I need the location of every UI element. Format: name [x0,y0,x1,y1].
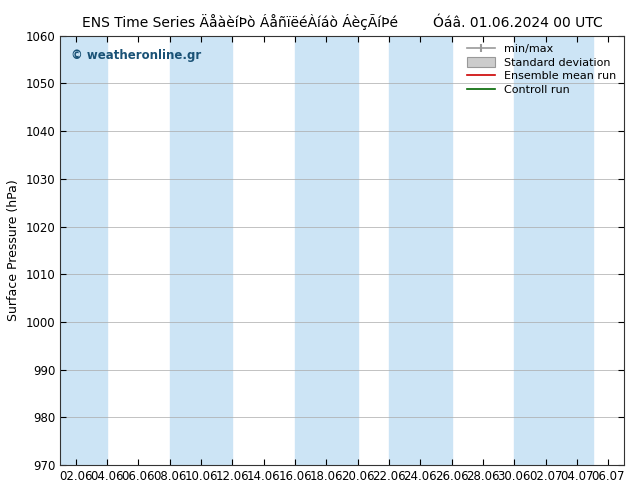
Legend: min/max, Standard deviation, Ensemble mean run, Controll run: min/max, Standard deviation, Ensemble me… [465,41,618,97]
Bar [60,36,107,465]
Y-axis label: Surface Pressure (hPa): Surface Pressure (hPa) [7,179,20,321]
Bar [295,36,358,465]
Bar [514,36,593,465]
Bar [170,36,233,465]
Bar [389,36,451,465]
Text: © weatheronline.gr: © weatheronline.gr [72,49,202,62]
Title: ENS Time Series ÄåàèíÞò ÁåñïëéÀíáò ÁèçÃíÞé        Óáâ. 01.06.2024 00 UTC: ENS Time Series ÄåàèíÞò ÁåñïëéÀíáò ÁèçÃí… [82,14,602,30]
